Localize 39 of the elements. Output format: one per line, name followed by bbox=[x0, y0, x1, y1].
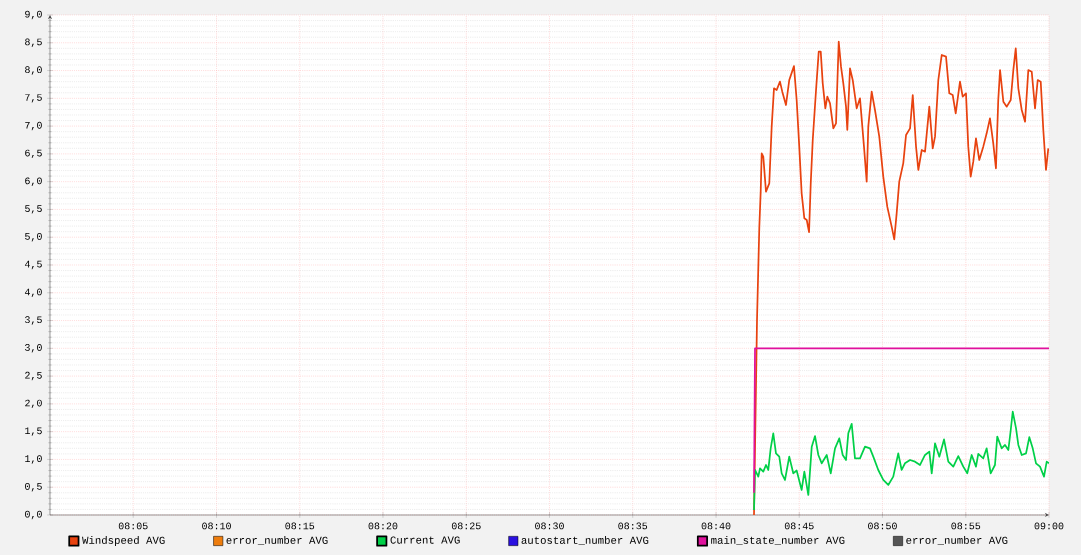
x-tick-label: 09:00 bbox=[1034, 522, 1064, 530]
y-tick-label: 6,0 bbox=[25, 177, 42, 186]
legend-label: error_number AVG bbox=[226, 536, 328, 545]
x-tick-label: 08:35 bbox=[618, 522, 648, 530]
y-tick-label: 5,5 bbox=[25, 205, 42, 214]
x-tick-label: 08:40 bbox=[701, 522, 731, 530]
y-tick-label: 9,0 bbox=[25, 10, 42, 20]
y-tick-label: 0,5 bbox=[25, 482, 42, 492]
y-tick-label: 1,5 bbox=[25, 427, 42, 436]
y-tick-label: 3,0 bbox=[25, 344, 42, 353]
x-tick-label: 08:20 bbox=[368, 522, 398, 530]
x-tick-label: 08:15 bbox=[285, 522, 315, 530]
x-tick-label: 08:25 bbox=[451, 522, 481, 530]
legend-label: Windspeed AVG bbox=[82, 536, 165, 547]
y-tick-label: 4,0 bbox=[24, 288, 42, 297]
legend-label: autostart_number AVG bbox=[521, 536, 649, 545]
y-tick-label: 5,0 bbox=[25, 232, 42, 242]
y-tick-label: 8,0 bbox=[25, 66, 42, 75]
y-tick-label: 0,0 bbox=[25, 510, 42, 520]
y-tick-label: 7,0 bbox=[25, 121, 42, 131]
y-tick-label: 3,5 bbox=[25, 316, 42, 325]
legend-label: Current AVG bbox=[390, 536, 460, 544]
x-tick-label: 08:55 bbox=[951, 522, 981, 530]
y-tick-label: 4,5 bbox=[24, 260, 42, 270]
y-tick-label: 6,5 bbox=[25, 149, 42, 159]
x-tick-label: 08:50 bbox=[868, 522, 897, 530]
y-tick-label: 2,0 bbox=[25, 399, 42, 409]
y-tick-label: 1,0 bbox=[25, 455, 42, 464]
legend-label: error_number AVG bbox=[906, 536, 1008, 545]
x-tick-label: 08:45 bbox=[784, 522, 814, 530]
y-tick-label: 8,5 bbox=[25, 38, 42, 48]
legend-label: main_state_number AVG bbox=[711, 536, 845, 545]
x-tick-label: 08:05 bbox=[118, 522, 148, 530]
y-tick-label: 7,5 bbox=[25, 94, 42, 103]
line-series bbox=[753, 410, 1050, 511]
x-tick-label: 08:30 bbox=[535, 522, 564, 530]
x-tick-label: 08:10 bbox=[202, 522, 231, 530]
line-series bbox=[753, 40, 1050, 515]
y-tick-label: 2,5 bbox=[25, 371, 42, 381]
